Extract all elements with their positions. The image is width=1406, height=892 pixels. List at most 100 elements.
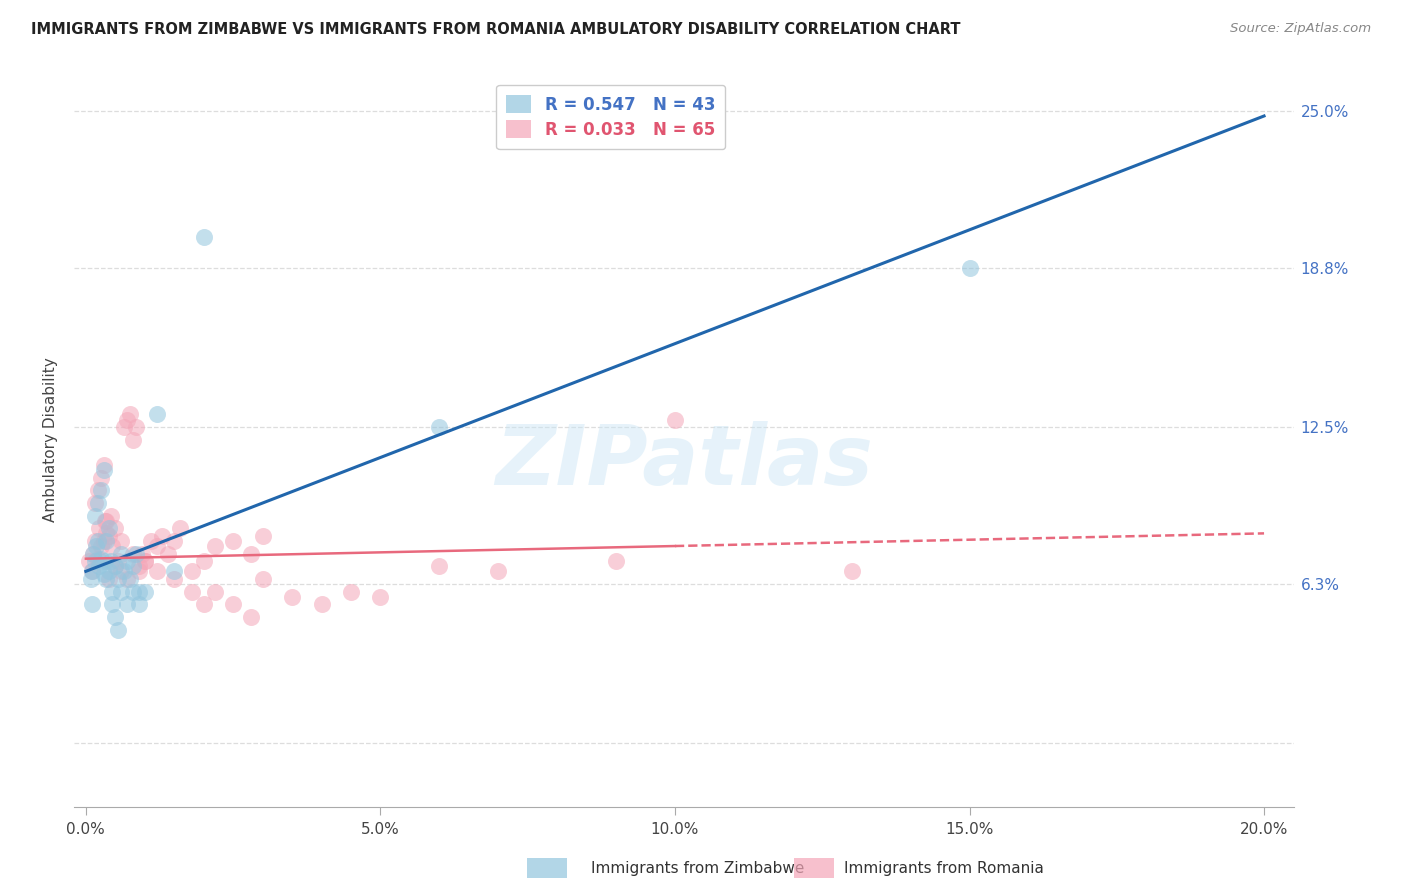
Point bbox=[122, 433, 145, 447]
Point bbox=[86, 496, 108, 510]
Point bbox=[145, 564, 167, 578]
Point bbox=[90, 483, 112, 498]
Point bbox=[122, 559, 145, 574]
Point bbox=[98, 572, 121, 586]
Point bbox=[115, 554, 138, 568]
Point bbox=[222, 597, 245, 611]
Point bbox=[101, 539, 124, 553]
Point bbox=[80, 564, 103, 578]
Point bbox=[83, 554, 105, 568]
Point bbox=[104, 559, 127, 574]
Point bbox=[311, 597, 333, 611]
Point bbox=[80, 564, 103, 578]
Point bbox=[115, 597, 138, 611]
Point bbox=[252, 572, 274, 586]
Point bbox=[128, 597, 150, 611]
Text: Immigrants from Romania: Immigrants from Romania bbox=[844, 861, 1043, 876]
Point bbox=[605, 554, 627, 568]
Point bbox=[87, 521, 110, 535]
Point bbox=[239, 547, 262, 561]
Point bbox=[131, 547, 153, 561]
Point bbox=[93, 514, 115, 528]
Point bbox=[98, 564, 121, 578]
Point bbox=[134, 554, 156, 568]
Point bbox=[115, 572, 138, 586]
Point bbox=[180, 584, 202, 599]
Point bbox=[128, 584, 150, 599]
Point bbox=[204, 539, 226, 553]
Point bbox=[122, 547, 145, 561]
Point bbox=[193, 230, 215, 244]
Point bbox=[101, 584, 124, 599]
Point bbox=[98, 529, 121, 543]
Text: Source: ZipAtlas.com: Source: ZipAtlas.com bbox=[1230, 22, 1371, 36]
Point bbox=[93, 566, 115, 581]
Point bbox=[110, 547, 132, 561]
Point bbox=[163, 564, 186, 578]
Point bbox=[90, 539, 112, 553]
Point bbox=[134, 584, 156, 599]
Point bbox=[193, 597, 215, 611]
Point bbox=[101, 597, 124, 611]
Point bbox=[122, 584, 145, 599]
Point bbox=[340, 584, 363, 599]
Point bbox=[664, 412, 686, 426]
Point bbox=[107, 554, 129, 568]
Point bbox=[96, 526, 118, 541]
Point bbox=[427, 420, 450, 434]
Point bbox=[83, 508, 105, 523]
Text: IMMIGRANTS FROM ZIMBABWE VS IMMIGRANTS FROM ROMANIA AMBULATORY DISABILITY CORREL: IMMIGRANTS FROM ZIMBABWE VS IMMIGRANTS F… bbox=[31, 22, 960, 37]
Point bbox=[169, 521, 191, 535]
Point bbox=[180, 564, 202, 578]
Point bbox=[96, 533, 118, 548]
Point bbox=[100, 554, 122, 568]
Point bbox=[222, 533, 245, 548]
Point bbox=[120, 572, 142, 586]
Point bbox=[87, 559, 110, 574]
Point bbox=[107, 623, 129, 637]
Text: Immigrants from Zimbabwe: Immigrants from Zimbabwe bbox=[591, 861, 804, 876]
Point bbox=[83, 496, 105, 510]
Point bbox=[139, 533, 162, 548]
Point bbox=[486, 564, 509, 578]
Point bbox=[90, 551, 112, 566]
Point bbox=[370, 590, 392, 604]
Point bbox=[90, 471, 112, 485]
Point bbox=[80, 597, 103, 611]
Point bbox=[193, 554, 215, 568]
Point bbox=[157, 547, 180, 561]
Y-axis label: Ambulatory Disability: Ambulatory Disability bbox=[44, 358, 58, 522]
Point bbox=[110, 564, 132, 578]
Point bbox=[86, 483, 108, 498]
Point bbox=[128, 564, 150, 578]
Point bbox=[96, 572, 118, 586]
Point bbox=[86, 539, 108, 553]
Point bbox=[145, 408, 167, 422]
Point bbox=[115, 412, 138, 426]
Point bbox=[93, 463, 115, 477]
Point bbox=[959, 260, 981, 275]
Point bbox=[86, 551, 108, 566]
Legend: R = 0.547   N = 43, R = 0.033   N = 65: R = 0.547 N = 43, R = 0.033 N = 65 bbox=[496, 85, 725, 149]
Point bbox=[163, 533, 186, 548]
Point bbox=[112, 564, 135, 578]
Text: ZIPatlas: ZIPatlas bbox=[495, 421, 873, 502]
Point bbox=[112, 420, 135, 434]
Point bbox=[107, 572, 129, 586]
Point bbox=[104, 521, 127, 535]
Point bbox=[93, 533, 115, 548]
Point bbox=[77, 554, 100, 568]
Point bbox=[281, 590, 304, 604]
Point bbox=[145, 539, 167, 553]
Point bbox=[128, 559, 150, 574]
Point bbox=[120, 408, 142, 422]
Point bbox=[79, 572, 101, 586]
Point bbox=[427, 559, 450, 574]
Point bbox=[125, 420, 148, 434]
Point bbox=[134, 554, 156, 568]
Point bbox=[163, 572, 186, 586]
Point bbox=[82, 547, 104, 561]
Point bbox=[96, 514, 118, 528]
Point bbox=[83, 533, 105, 548]
Point bbox=[104, 559, 127, 574]
